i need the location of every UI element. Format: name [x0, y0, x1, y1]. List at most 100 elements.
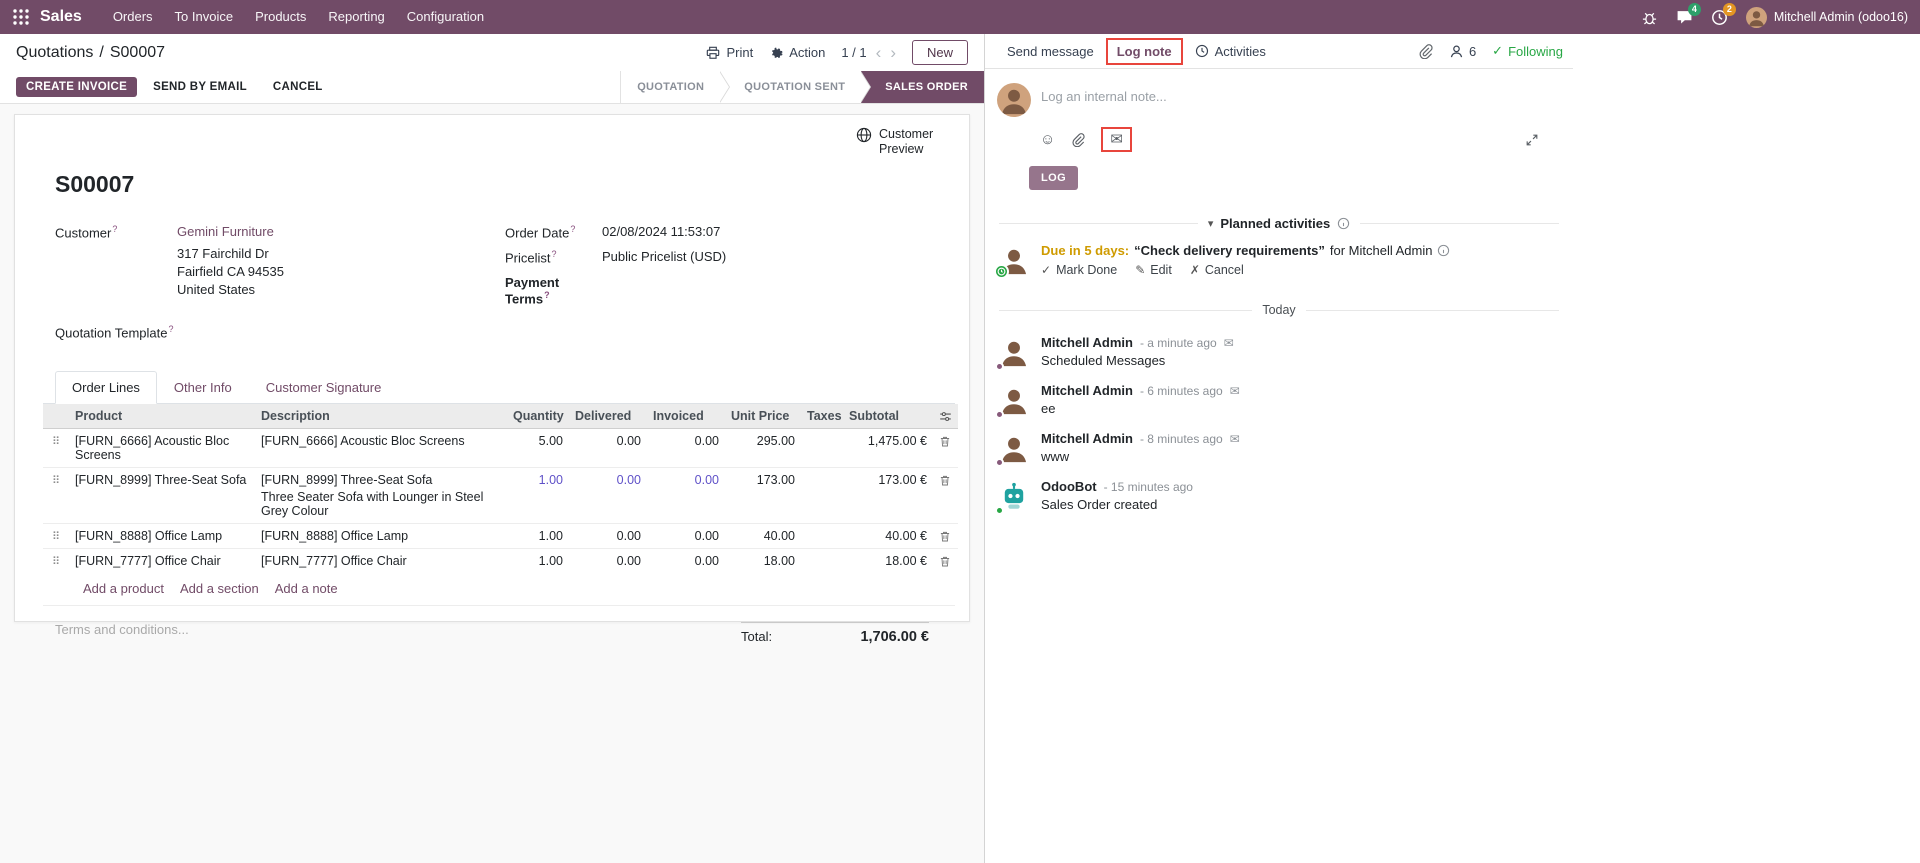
- delete-row-icon[interactable]: [933, 523, 958, 549]
- cancel-order-button[interactable]: CANCEL: [263, 77, 333, 97]
- nav-item-reporting[interactable]: Reporting: [328, 9, 385, 24]
- add-a-product-link[interactable]: Add a product: [83, 581, 164, 597]
- debug-icon[interactable]: [1641, 9, 1658, 26]
- message-author[interactable]: Mitchell Admin: [1041, 431, 1133, 446]
- cancel-activity-button[interactable]: ✗ Cancel: [1189, 263, 1244, 277]
- activities-tab[interactable]: Activities: [1185, 38, 1276, 65]
- message-author[interactable]: Mitchell Admin: [1041, 335, 1133, 350]
- table-row[interactable]: ⠿ [FURN_7777] Office Chair [FURN_7777] O…: [43, 548, 958, 574]
- table-row[interactable]: ⠿ [FURN_8999] Three-Seat Sofa [FURN_8999…: [43, 467, 958, 524]
- customer-preview-button[interactable]: Customer Preview: [856, 127, 941, 157]
- user-menu[interactable]: Mitchell Admin (odoo16): [1745, 6, 1908, 28]
- send-message-tab[interactable]: Send message: [997, 38, 1104, 65]
- col-product[interactable]: Product: [69, 404, 255, 430]
- message-author[interactable]: OdooBot: [1041, 479, 1097, 494]
- table-row[interactable]: ⠿ [FURN_8888] Office Lamp [FURN_8888] Of…: [43, 523, 958, 549]
- followers-button[interactable]: 6: [1449, 44, 1476, 59]
- nav-item-orders[interactable]: Orders: [112, 9, 153, 24]
- cell-taxes[interactable]: [801, 548, 843, 574]
- drag-handle-icon[interactable]: ⠿: [43, 523, 69, 549]
- edit-activity-button[interactable]: ✎ Edit: [1135, 263, 1172, 277]
- nav-item-configuration[interactable]: Configuration: [406, 9, 485, 24]
- cell-quantity[interactable]: 5.00: [538, 434, 563, 449]
- action-button[interactable]: Action: [769, 45, 825, 60]
- emoji-icon[interactable]: ☺: [1040, 131, 1056, 148]
- stage-quotation[interactable]: QUOTATION: [621, 71, 731, 103]
- cell-invoiced[interactable]: 0.00: [647, 523, 725, 549]
- cell-taxes[interactable]: [801, 467, 843, 524]
- cell-unit-price[interactable]: 173.00: [725, 467, 801, 524]
- col-unit-price[interactable]: Unit Price: [725, 404, 801, 430]
- log-note-input[interactable]: [1041, 83, 1561, 117]
- app-name[interactable]: Sales: [40, 8, 82, 25]
- col-delivered[interactable]: Delivered: [569, 404, 647, 430]
- delete-row-icon[interactable]: [933, 548, 958, 574]
- add-a-note-link[interactable]: Add a note: [274, 581, 338, 597]
- order-date-value[interactable]: 02/08/2024 11:53:07: [602, 224, 721, 239]
- tab-customer-signature[interactable]: Customer Signature: [265, 380, 382, 396]
- cell-quantity[interactable]: 1.00: [507, 523, 569, 549]
- cell-quantity[interactable]: 1.00: [507, 467, 569, 524]
- mark-done-button[interactable]: ✓ Mark Done: [1041, 263, 1118, 277]
- cell-delivered[interactable]: 0.00: [569, 467, 647, 524]
- cell-product[interactable]: [FURN_7777] Office Chair: [69, 548, 255, 574]
- drag-handle-icon[interactable]: ⠿: [51, 436, 61, 449]
- messages-icon[interactable]: 4: [1676, 2, 1701, 26]
- col-description[interactable]: Description: [255, 404, 507, 430]
- following-button[interactable]: ✓ Following: [1492, 43, 1563, 59]
- optional-columns-icon[interactable]: [939, 410, 952, 423]
- pager-previous-icon[interactable]: ‹: [875, 43, 882, 62]
- tab-order-lines[interactable]: Order Lines: [55, 371, 157, 405]
- cell-description[interactable]: [FURN_6666] Acoustic Bloc Screens: [261, 434, 465, 449]
- drag-handle-icon[interactable]: ⠿: [43, 467, 69, 524]
- pager-next-icon[interactable]: ›: [890, 43, 896, 62]
- attachment-icon[interactable]: [1071, 132, 1085, 147]
- apps-grid-icon[interactable]: [12, 8, 30, 26]
- cell-invoiced[interactable]: 0.00: [647, 548, 725, 574]
- pricelist-value[interactable]: Public Pricelist (USD): [602, 249, 727, 265]
- table-row[interactable]: ⠿ [FURN_6666] Acoustic Bloc Screens [FUR…: [43, 429, 958, 468]
- nav-item-products[interactable]: Products: [255, 9, 307, 24]
- cell-delivered[interactable]: 0.00: [569, 548, 647, 574]
- cell-delivered[interactable]: 0.00: [569, 523, 647, 549]
- customer-link[interactable]: Gemini Furniture: [177, 224, 274, 239]
- cell-taxes[interactable]: [801, 523, 843, 549]
- col-subtotal[interactable]: Subtotal: [843, 404, 933, 430]
- terms-and-conditions-field[interactable]: Terms and conditions...: [55, 622, 189, 638]
- cell-product[interactable]: [FURN_6666] Acoustic Bloc Screens: [75, 434, 230, 463]
- col-invoiced[interactable]: Invoiced: [647, 404, 725, 430]
- log-button[interactable]: LOG: [1029, 166, 1079, 190]
- nav-item-to-invoice[interactable]: To Invoice: [174, 9, 234, 24]
- add-a-section-link[interactable]: Add a section: [179, 581, 259, 597]
- cell-product[interactable]: [FURN_8888] Office Lamp: [69, 523, 255, 549]
- envelope-icon[interactable]: ✉: [1110, 131, 1123, 148]
- cell-description[interactable]: [FURN_8888] Office Lamp: [255, 523, 507, 549]
- send-by-email-button[interactable]: SEND BY EMAIL: [143, 77, 257, 97]
- cell-taxes[interactable]: [801, 429, 843, 468]
- planned-activities-toggle[interactable]: ▾ Planned activities: [1208, 216, 1350, 231]
- col-taxes[interactable]: Taxes: [801, 404, 843, 430]
- delete-row-icon[interactable]: [933, 467, 958, 524]
- message-avatar[interactable]: [997, 431, 1031, 465]
- expand-icon[interactable]: [1525, 133, 1539, 147]
- new-button[interactable]: New: [911, 40, 968, 65]
- message-avatar[interactable]: [997, 335, 1031, 369]
- cell-unit-price[interactable]: 40.00: [725, 523, 801, 549]
- cell-unit-price[interactable]: 295.00: [756, 434, 795, 449]
- cell-invoiced[interactable]: 0.00: [694, 434, 719, 449]
- create-invoice-button[interactable]: CREATE INVOICE: [16, 77, 138, 97]
- cell-quantity[interactable]: 1.00: [507, 548, 569, 574]
- cell-description[interactable]: [FURN_7777] Office Chair: [255, 548, 507, 574]
- log-note-tab[interactable]: Log note: [1108, 40, 1181, 63]
- tab-other-info[interactable]: Other Info: [173, 380, 232, 396]
- drag-handle-icon[interactable]: ⠿: [43, 548, 69, 574]
- col-quantity[interactable]: Quantity: [507, 404, 569, 430]
- activities-clock-icon[interactable]: 2: [1711, 2, 1736, 26]
- cell-delivered[interactable]: 0.00: [616, 434, 641, 449]
- cell-invoiced[interactable]: 0.00: [647, 467, 725, 524]
- attach-files-button[interactable]: [1418, 43, 1433, 59]
- cell-description[interactable]: [FURN_8999] Three-Seat Sofa Three Seater…: [255, 467, 507, 524]
- info-icon[interactable]: [1437, 244, 1450, 257]
- breadcrumb-quotations[interactable]: Quotations: [16, 43, 94, 61]
- stage-quotation-sent[interactable]: QUOTATION SENT: [720, 71, 872, 103]
